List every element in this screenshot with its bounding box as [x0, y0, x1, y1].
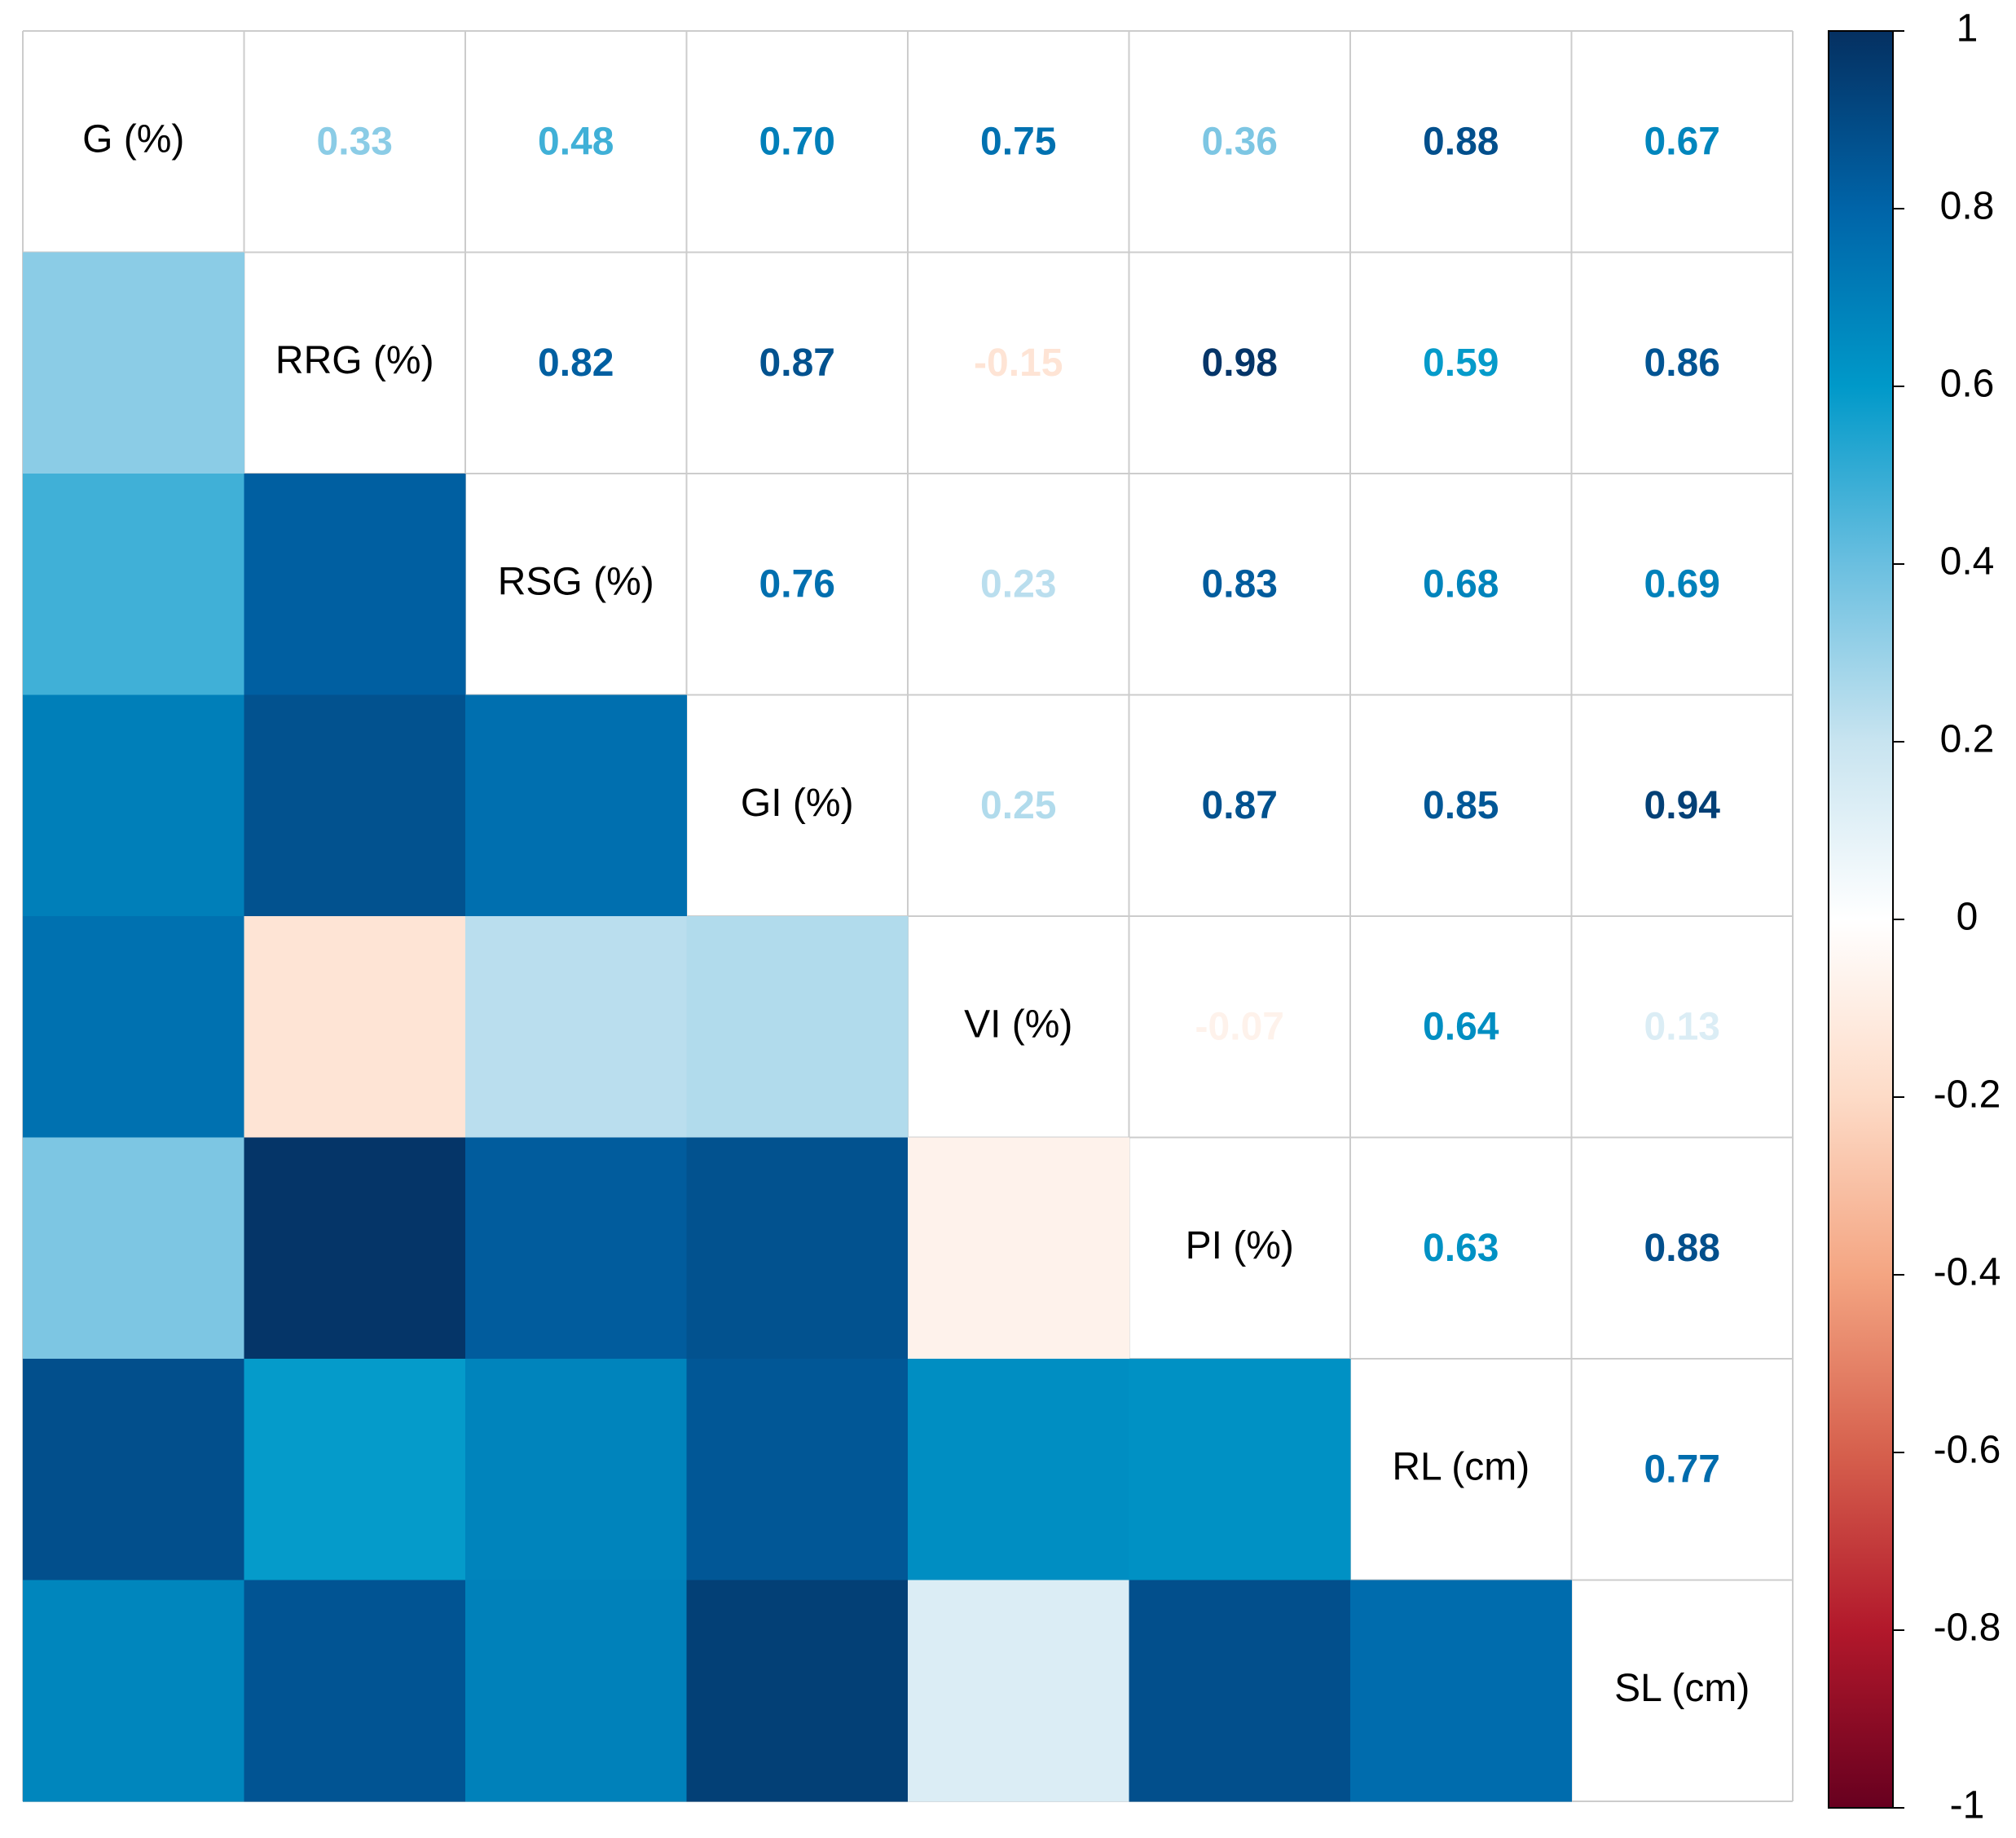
colorbar-tick-label: 0.6 — [1940, 363, 1995, 406]
value-label: -0.15 — [974, 342, 1063, 385]
value-label: 0.77 — [1644, 1448, 1720, 1491]
heatmap-cell — [23, 252, 244, 474]
heatmap-cell — [1129, 1580, 1351, 1802]
value-label: 0.88 — [1423, 120, 1499, 163]
variable-label: RL (cm) — [1392, 1445, 1530, 1488]
value-label: 0.87 — [759, 342, 835, 385]
value-label: 0.64 — [1423, 1005, 1499, 1048]
heatmap-cell — [908, 1359, 1129, 1580]
colorbar-tick-label: 0 — [1957, 896, 1979, 939]
variable-label: RSG (%) — [498, 560, 654, 603]
heatmap-cell — [908, 1580, 1129, 1802]
value-label: 0.48 — [538, 120, 614, 163]
heatmap-cell — [465, 1580, 687, 1802]
heatmap-cell — [23, 916, 244, 1138]
heatmap-cell — [244, 474, 466, 695]
value-label: 0.36 — [1202, 120, 1278, 163]
value-label: -0.07 — [1195, 1005, 1284, 1048]
value-label: 0.76 — [759, 562, 835, 606]
value-label: 0.88 — [1644, 1227, 1720, 1270]
heatmap-cell — [465, 1137, 687, 1360]
value-label: 0.94 — [1644, 784, 1721, 827]
heatmap-cell — [23, 694, 244, 917]
value-label: 0.67 — [1644, 120, 1720, 163]
value-label: 0.82 — [538, 342, 614, 385]
heatmap-cell — [23, 1580, 244, 1802]
heatmap-cell — [908, 1137, 1129, 1360]
colorbar-tick-label: -0.2 — [1934, 1073, 2001, 1117]
heatmap-cell — [465, 694, 687, 917]
variable-label: GI (%) — [741, 782, 854, 825]
value-label: 0.69 — [1644, 562, 1720, 606]
variable-label: SL (cm) — [1614, 1667, 1750, 1710]
colorbar-tick-label: 0.8 — [1940, 185, 1995, 228]
heatmap-cell — [23, 1137, 244, 1360]
colorbar-tick-label: -0.8 — [1934, 1607, 2001, 1650]
value-label: 0.68 — [1423, 562, 1499, 606]
heatmap-cell — [244, 694, 466, 917]
heatmap-cell — [465, 1359, 687, 1580]
heatmap-cell — [686, 1137, 909, 1360]
heatmap-cell — [465, 916, 687, 1138]
value-label: 0.25 — [980, 784, 1056, 827]
value-label: 0.98 — [1202, 342, 1278, 385]
value-label: 0.13 — [1644, 1005, 1720, 1048]
heatmap-cell — [686, 1580, 909, 1802]
heatmap-cell — [1350, 1580, 1572, 1802]
colorbar — [1828, 30, 1894, 1809]
heatmap-cell — [686, 916, 909, 1138]
heatmap-cell — [23, 1359, 244, 1580]
heatmap-cell — [244, 1580, 466, 1802]
value-label: 0.85 — [1423, 784, 1499, 827]
value-label: 0.87 — [1202, 784, 1278, 827]
colorbar-tick-label: -1 — [1950, 1784, 1985, 1827]
variable-label: VI (%) — [964, 1003, 1072, 1046]
value-label: 0.33 — [317, 120, 393, 163]
heatmap-cell — [244, 916, 466, 1138]
heatmap-cell — [244, 1359, 466, 1580]
heatmap-cell — [686, 1359, 909, 1580]
heatmap-cell — [1129, 1359, 1351, 1580]
colorbar-tick-label: 1 — [1957, 7, 1979, 51]
variable-label: RRG (%) — [275, 339, 434, 382]
value-label: 0.75 — [980, 120, 1056, 163]
value-label: 0.23 — [980, 562, 1056, 606]
value-label: 0.59 — [1423, 342, 1499, 385]
value-label: 0.83 — [1202, 562, 1278, 606]
variable-label: G (%) — [82, 117, 184, 161]
heatmap-cell — [23, 474, 244, 695]
value-label: 0.70 — [759, 120, 835, 163]
colorbar-tick-label: -0.6 — [1934, 1429, 2001, 1472]
colorbar-tick-label: -0.4 — [1934, 1251, 2001, 1294]
heatmap-cell — [244, 1137, 466, 1360]
value-label: 0.63 — [1423, 1227, 1499, 1270]
colorbar-tick-label: 0.4 — [1940, 540, 1995, 584]
value-label: 0.86 — [1644, 342, 1720, 385]
colorbar-tick-label: 0.2 — [1940, 718, 1995, 761]
variable-label: PI (%) — [1186, 1224, 1294, 1267]
